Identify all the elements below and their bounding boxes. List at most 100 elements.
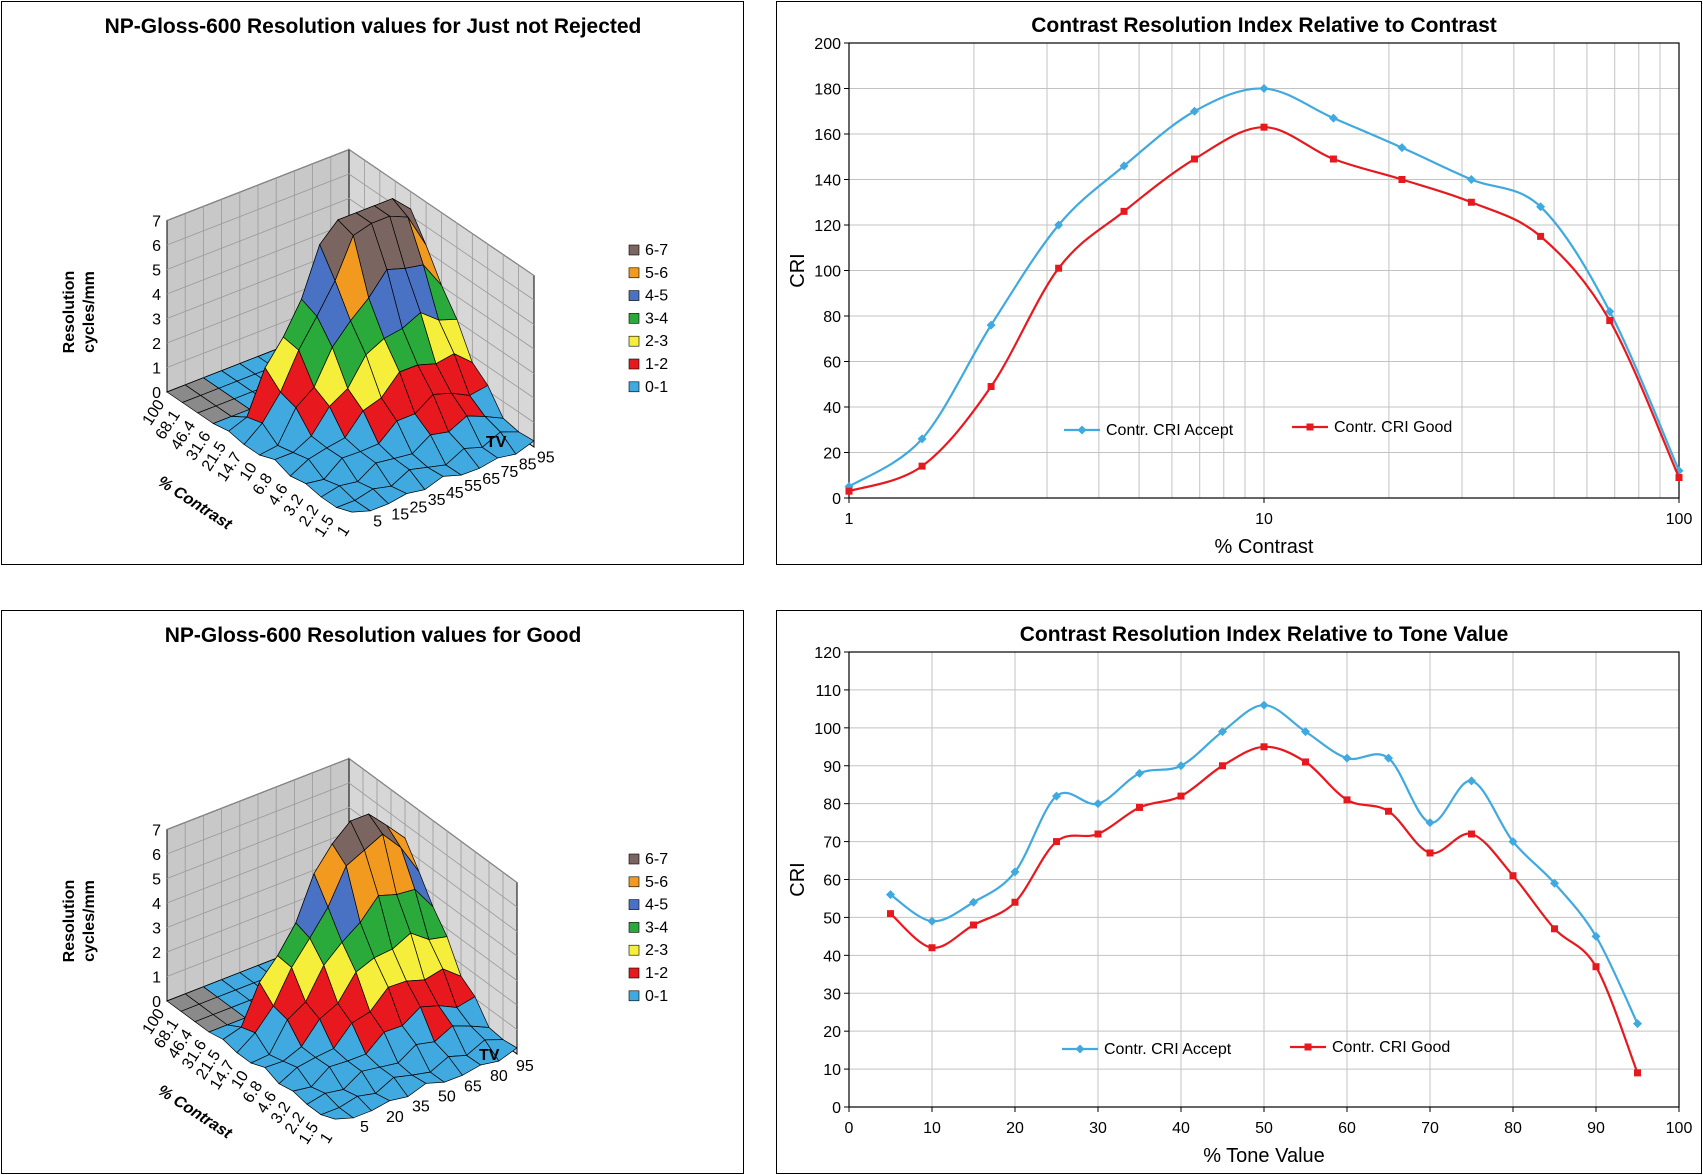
y-tick-label: 35 [412,1099,430,1116]
x-axis-label: % Contrast [1215,536,1314,558]
surface-cell [335,500,372,513]
y-tick-label: 75 [501,464,519,481]
legend-marker [1077,425,1087,435]
y-axis-label: TV [479,1047,500,1064]
surface-chart-good: NP-Gloss-600 Resolution values for Good 0… [1,610,744,1174]
data-point-diamond [1093,799,1103,809]
data-point-square [928,944,936,952]
data-point-diamond [1259,84,1269,93]
legend-label: Contr. CRI Good [1332,1039,1450,1056]
data-point-square [845,487,853,495]
y-tick-label: 200 [814,36,841,53]
x-tick-label: 90 [1587,1120,1605,1137]
y-tick-label: 160 [814,127,841,144]
data-point-square [1055,264,1063,272]
line-chart-cri-vs-contrast: Contrast Resolution Index Relative to Co… [776,1,1702,565]
legend-label: 2-3 [645,942,668,959]
data-point-diamond [927,916,937,926]
data-point-diamond [1536,202,1546,212]
z-tick-label: 7 [152,214,161,231]
legend-label: 3-4 [645,310,668,327]
data-point-square [1177,792,1185,800]
x-tick-label: 1 [334,523,353,540]
data-point-square [1190,155,1198,163]
data-point-square [1385,807,1392,815]
data-point-diamond [1591,931,1601,941]
x-tick-label: 10 [1255,511,1273,528]
data-point-diamond [1605,306,1615,316]
data-point-square [1467,198,1475,206]
data-point-diamond [1135,768,1144,778]
z-axis-label-line1: Resolution [61,271,78,354]
legend-swatch [628,335,640,347]
legend-swatch [628,990,640,1002]
data-point-diamond [1259,700,1269,710]
z-tick-label: 0 [152,385,161,402]
legend-swatch [628,244,640,256]
z-tick-label: 3 [152,921,161,938]
surface-chart-1-svg: NP-Gloss-600 Resolution values for Just … [61,15,668,540]
y-tick-label: 5 [373,513,382,530]
y-axis-label: CRI [787,253,809,287]
legend-label: 5-6 [645,265,668,282]
z-tick-label: 2 [152,336,161,353]
z-tick-label: 5 [152,263,161,280]
legend-marker [1304,1043,1312,1051]
data-point-square [1260,743,1268,751]
y-tick-label: 20 [823,1024,841,1041]
z-axis-label-line1: Resolution [61,880,78,963]
chart-title: NP-Gloss-600 Resolution values for Just … [105,15,642,38]
data-point-diamond [1119,161,1129,171]
legend-label: 5-6 [645,874,668,891]
x-tick-label: 10 [923,1120,941,1137]
legend-label: 1-2 [645,356,668,373]
y-tick-label: 5 [360,1119,369,1136]
x-tick-label: 40 [1172,1120,1190,1137]
data-point-square [1551,925,1558,933]
y-tick-label: 140 [814,173,841,190]
data-point-square [987,383,995,391]
data-point-diamond [969,897,978,907]
data-point-diamond [1397,143,1407,153]
x-tick-label: 100 [1666,511,1693,528]
data-point-diamond [886,890,895,900]
legend-label: Contr. CRI Good [1334,419,1452,436]
data-point-square [1509,872,1517,880]
x-axis-label: % Tone Value [1203,1145,1325,1167]
data-point-diamond [1466,175,1476,184]
data-point-square [1606,317,1614,325]
y-tick-label: 120 [814,218,841,235]
legend-swatch [628,853,640,865]
x-tick-label: 80 [1504,1120,1522,1137]
y-tick-label: 120 [814,645,841,662]
data-point-diamond [1633,1019,1642,1029]
legend-swatch [628,267,640,279]
legend-label: 2-3 [645,333,668,350]
y-tick-label: 80 [823,309,841,326]
x-tick-label: 30 [1089,1120,1107,1137]
z-axis-label-line2: cycles/mm [81,880,98,962]
data-point-square [1398,176,1406,183]
y-tick-label: 80 [490,1068,508,1085]
legend-swatch [628,876,640,888]
legend-swatch [628,967,640,979]
legend-swatch [628,313,640,324]
data-point-square [1219,762,1226,770]
data-point-square [970,921,977,929]
y-tick-label: 40 [823,400,841,417]
x-tick-label: 0 [845,1120,854,1137]
y-tick-label: 100 [814,721,841,738]
y-tick-label: 80 [823,797,841,814]
legend-swatch [628,290,640,301]
z-tick-label: 7 [152,823,161,840]
z-tick-label: 4 [152,896,161,913]
surface-chart-2-svg: NP-Gloss-600 Resolution values for Good 0… [61,624,668,1148]
chart-title: Contrast Resolution Index Relative to Co… [1031,14,1497,37]
z-tick-label: 5 [152,872,161,889]
legend-swatch [628,944,640,956]
z-tick-label: 0 [152,994,161,1011]
x-tick-label: 1 [845,511,854,528]
legend-label: 1-2 [645,965,668,982]
legend-label: 6-7 [645,851,668,868]
data-point-square [1260,123,1268,131]
